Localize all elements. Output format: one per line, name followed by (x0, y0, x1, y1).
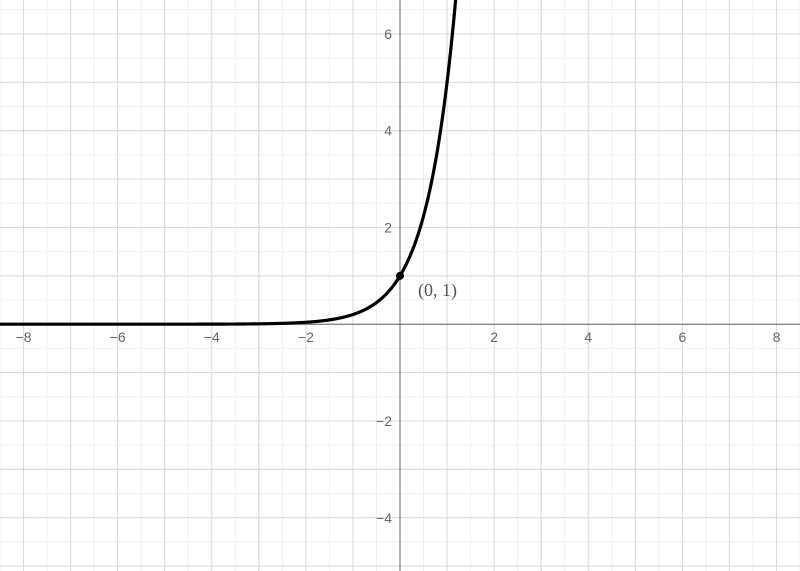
y-tick-label: 6 (384, 26, 392, 42)
y-tick-label: 4 (384, 123, 392, 139)
x-tick-label: 4 (584, 329, 592, 345)
point-label: (0, 1) (418, 280, 457, 301)
point-marker (396, 272, 404, 280)
x-tick-label: 2 (490, 329, 498, 345)
y-tick-label: 2 (384, 219, 392, 235)
exponential-graph: −8 −6 −4 −2 2 4 6 8 −4 −2 2 4 6 (0, 1) (0, 0, 800, 571)
x-tick-label: 8 (773, 329, 781, 345)
y-tick-label: −2 (376, 413, 392, 429)
x-tick-label: 6 (678, 329, 686, 345)
x-tick-label: −6 (110, 329, 126, 345)
y-tick-label: −4 (376, 510, 392, 526)
x-tick-label: −4 (204, 329, 220, 345)
x-tick-label: −2 (298, 329, 314, 345)
x-tick-label: −8 (16, 329, 32, 345)
